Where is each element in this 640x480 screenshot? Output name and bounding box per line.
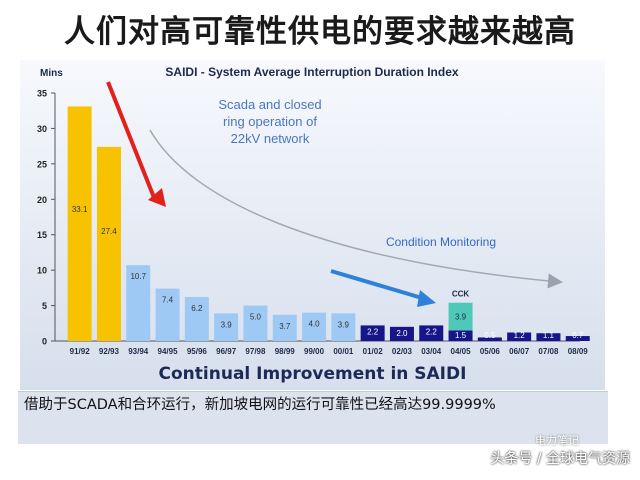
watermark: 头条号 / 全球电气资源 (490, 451, 630, 467)
bar-value-label: 0.5 (484, 331, 496, 340)
saidi-chart: SAIDI - System Average Interruption Dura… (37, 65, 590, 356)
bar (67, 106, 92, 341)
x-tick-label: 04/05 (451, 347, 472, 356)
x-tick-label: 99/00 (304, 347, 325, 356)
y-tick-label: 30 (37, 124, 47, 134)
annotation-scada-1: Scada and closed (218, 97, 321, 112)
bar-value-label: 27.4 (101, 227, 117, 236)
bar (389, 326, 414, 341)
bar-value-label: 2.2 (426, 327, 438, 336)
bar (214, 313, 239, 341)
x-tick-label: 92/93 (99, 347, 120, 356)
bar (507, 332, 532, 341)
bar (155, 288, 180, 341)
caption-box: 借助于SCADA和合环运行，新加坡电网的运行可靠性已经高达99.9999% (18, 391, 608, 444)
bar-value-label: 3.7 (279, 322, 291, 331)
blue-arrow-shaft (330, 269, 423, 300)
bar (96, 146, 121, 341)
bar (565, 336, 590, 341)
bar-value-label: 7.4 (162, 296, 174, 305)
bar (419, 325, 444, 341)
trend-curve (149, 129, 563, 289)
y-tick-label: 20 (37, 195, 47, 205)
x-tick-label: 93/94 (128, 347, 149, 356)
bar (126, 265, 151, 341)
bar (184, 297, 209, 341)
x-tick-label: 06/07 (509, 347, 530, 356)
x-tick-label: 03/04 (421, 347, 442, 356)
red-arrow-shaft (106, 81, 157, 201)
bar-value-label: 1.5 (455, 331, 467, 340)
caption-text: 借助于SCADA和合环运行，新加坡电网的运行可靠性已经高达99.9999% (24, 397, 496, 413)
blue-arrow-head (417, 290, 436, 307)
y-axis-label: Mins (40, 68, 63, 79)
bar-value-label: 1.2 (514, 331, 526, 340)
y-tick-label: 10 (37, 266, 47, 276)
watermark-brand: 电力笔记 (535, 434, 579, 447)
x-tick-label: 91/92 (70, 347, 91, 356)
bar-value-label: 4.0 (308, 320, 320, 329)
bar-value-label: 6.2 (191, 304, 203, 313)
chart-subtitle: Continual Improvement in SAIDI (158, 364, 467, 384)
annotation-condition-monitoring: Condition Monitoring (386, 235, 496, 249)
bar (331, 313, 356, 341)
bar-value-label: 33.1 (72, 205, 88, 214)
bar-value-label: 3.9 (221, 320, 233, 329)
bar-stacked-segment (448, 302, 473, 331)
bar-value-label: 3.9 (338, 320, 350, 329)
y-tick-label: 35 (37, 89, 47, 99)
x-tick-label: 01/02 (363, 347, 384, 356)
bar (536, 333, 561, 341)
bar-value-label: 2.2 (367, 327, 379, 336)
y-tick-label: 25 (37, 159, 47, 169)
bar (302, 312, 327, 341)
x-tick-label: 95/96 (187, 347, 208, 356)
x-tick-label: 08/09 (568, 347, 589, 356)
bar (272, 314, 297, 341)
y-tick-label: 15 (37, 230, 47, 240)
chart-title: SAIDI - System Average Interruption Dura… (165, 65, 458, 79)
x-tick-label: 96/97 (216, 347, 237, 356)
bar-value-label: 5.0 (250, 313, 262, 322)
bar-stacked-value-label: 3.9 (455, 313, 467, 322)
bar (448, 330, 473, 341)
x-tick-label: 00/01 (333, 347, 354, 356)
bar-value-label: 10.7 (130, 272, 146, 281)
bar (360, 325, 385, 341)
annotation-scada-2: ring operation of (223, 114, 317, 129)
bar (477, 337, 502, 341)
x-tick-label: 05/06 (480, 347, 501, 356)
x-tick-label: 02/03 (392, 347, 413, 356)
bar-value-label: 0.7 (572, 331, 584, 340)
page-title: 人们对高可靠性供电的要求越来越高 (64, 14, 576, 50)
bar (243, 305, 268, 341)
x-tick-label: 98/99 (275, 347, 296, 356)
x-tick-label: 94/95 (158, 347, 179, 356)
x-tick-label: 97/98 (245, 347, 266, 356)
bar-value-label: 2.0 (396, 329, 408, 338)
annotation-scada-3: 22kV network (231, 131, 310, 146)
bar-annotation-cck: CCK (452, 290, 470, 299)
y-tick-label: 0 (42, 337, 47, 347)
bar-value-label: 1.1 (543, 331, 555, 340)
x-tick-label: 07/08 (538, 347, 559, 356)
y-tick-label: 5 (42, 301, 47, 311)
red-arrow-head (148, 188, 166, 207)
